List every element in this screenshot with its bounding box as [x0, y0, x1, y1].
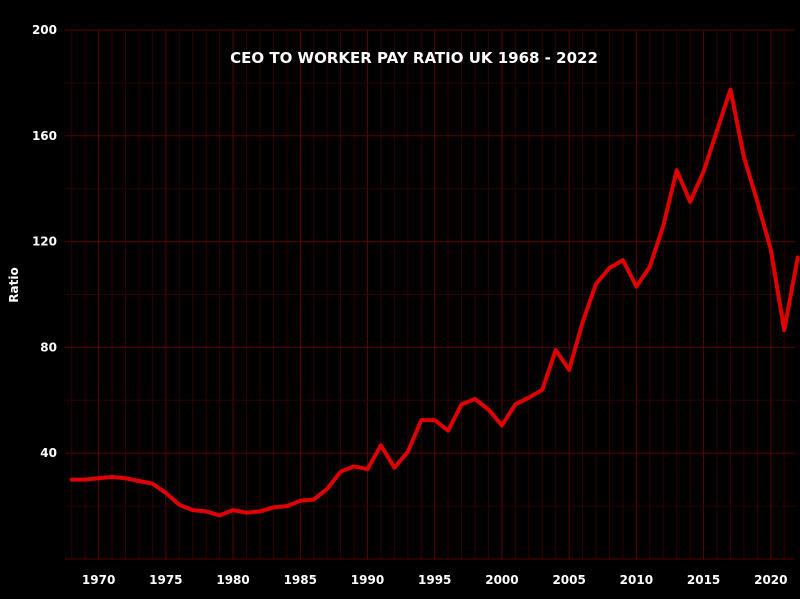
- data-point: [769, 248, 773, 252]
- data-point: [473, 397, 477, 401]
- data-point: [365, 467, 369, 471]
- y-tick-label: 200: [32, 23, 57, 37]
- data-point: [500, 423, 504, 427]
- y-tick-label: 80: [40, 340, 57, 354]
- x-axis-ticks: 1970 1975 1980 1985 1990 1995 2000 2005 2010 2015…: [82, 573, 788, 587]
- data-point: [298, 499, 302, 503]
- data-point: [486, 408, 490, 412]
- x-tick-label: 1985: [284, 573, 317, 587]
- data-point: [688, 200, 692, 204]
- data-point: [123, 476, 127, 480]
- data-point: [554, 348, 558, 352]
- data-point: [419, 418, 423, 422]
- data-point: [70, 478, 74, 482]
- data-point: [312, 497, 316, 501]
- data-point: [244, 511, 248, 515]
- data-point: [621, 258, 625, 262]
- x-tick-label: 1980: [216, 573, 249, 587]
- data-point: [796, 255, 800, 259]
- data-point: [594, 282, 598, 286]
- data-point: [177, 503, 181, 507]
- data-point: [271, 505, 275, 509]
- data-point: [258, 509, 262, 513]
- y-tick-label: 120: [32, 235, 57, 249]
- data-point: [661, 224, 665, 228]
- data-point: [218, 513, 222, 517]
- data-point: [755, 200, 759, 204]
- y-axis-ticks: 40 80 120 160 200: [32, 23, 57, 460]
- x-tick-label: 2015: [687, 573, 720, 587]
- x-tick-label: 1990: [351, 573, 384, 587]
- data-point: [97, 476, 101, 480]
- data-point: [191, 508, 195, 512]
- x-tick-label: 1970: [82, 573, 115, 587]
- data-point: [702, 170, 706, 174]
- data-point: [325, 487, 329, 491]
- data-point: [150, 482, 154, 486]
- data-point: [607, 266, 611, 270]
- data-point: [728, 88, 732, 92]
- data-point: [392, 466, 396, 470]
- data-point: [83, 478, 87, 482]
- x-tick-label: 1975: [149, 573, 182, 587]
- data-point: [782, 328, 786, 332]
- data-point: [379, 443, 383, 447]
- data-point: [742, 155, 746, 159]
- data-point: [567, 368, 571, 372]
- data-point: [634, 285, 638, 289]
- data-point: [540, 388, 544, 392]
- x-tick-label: 1995: [418, 573, 451, 587]
- data-point: [137, 479, 141, 483]
- data-point: [164, 491, 168, 495]
- data-point: [352, 464, 356, 468]
- data-point: [110, 475, 114, 479]
- data-point: [648, 265, 652, 269]
- data-point: [406, 450, 410, 454]
- data-point: [433, 418, 437, 422]
- x-tick-label: 2005: [552, 573, 585, 587]
- data-point: [339, 470, 343, 474]
- data-point: [715, 129, 719, 133]
- data-point: [204, 509, 208, 513]
- y-tick-label: 160: [32, 129, 57, 143]
- data-point: [581, 320, 585, 324]
- x-tick-label: 2020: [754, 573, 787, 587]
- x-tick-label: 2000: [485, 573, 518, 587]
- y-axis-label: Ratio: [7, 267, 21, 302]
- data-point: [527, 396, 531, 400]
- x-tick-label: 2010: [620, 573, 653, 587]
- data-point: [513, 402, 517, 406]
- y-tick-label: 40: [40, 446, 57, 460]
- data-point: [231, 508, 235, 512]
- chart-title: CEO TO WORKER PAY RATIO UK 1968 - 2022: [230, 49, 598, 67]
- series-points: [70, 88, 800, 517]
- data-point: [446, 429, 450, 433]
- data-point: [460, 402, 464, 406]
- data-point: [285, 504, 289, 508]
- data-point: [675, 168, 679, 172]
